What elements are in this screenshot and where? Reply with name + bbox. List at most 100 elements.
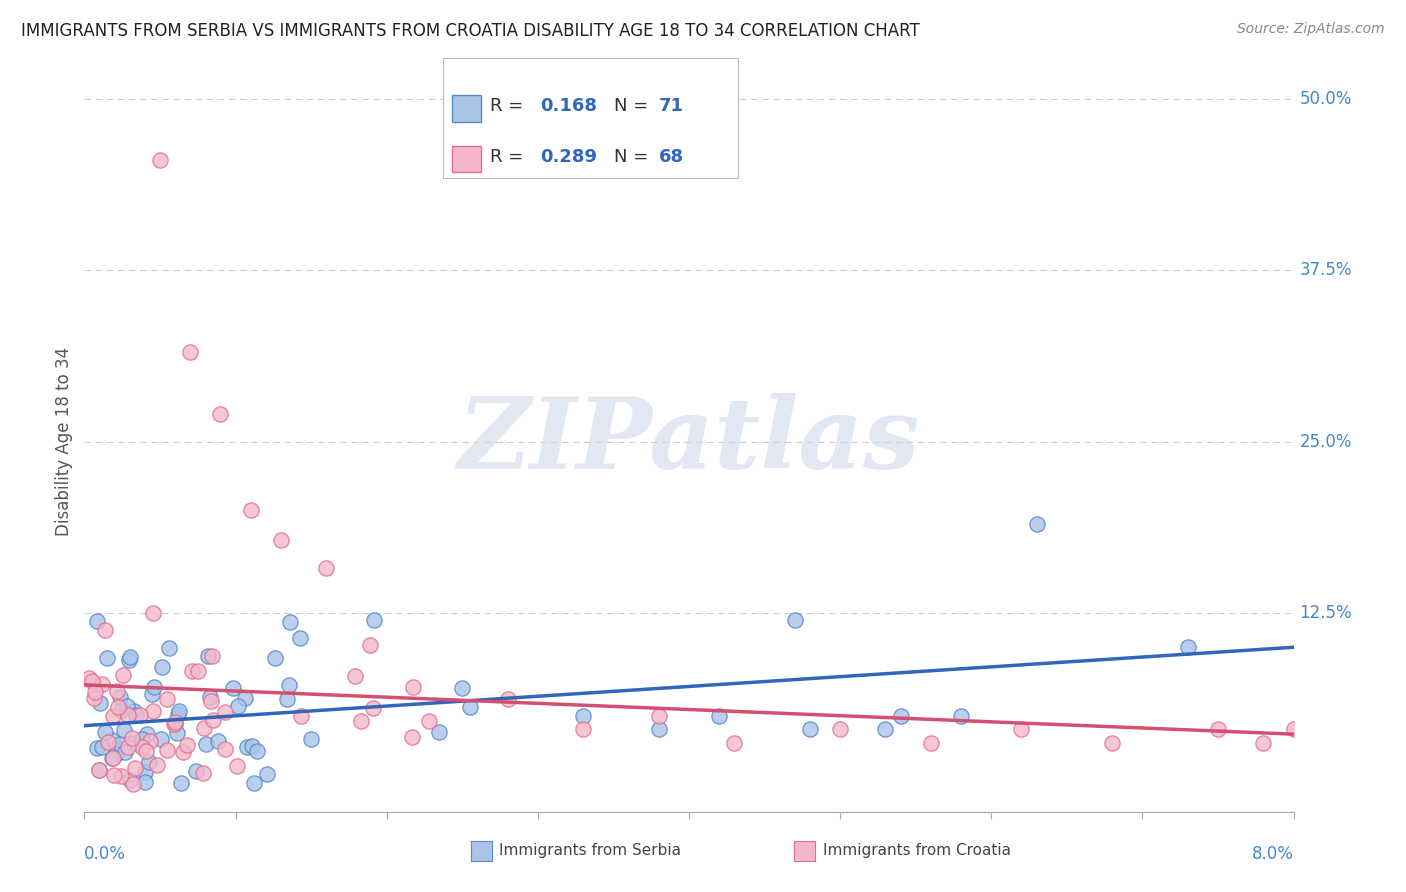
Point	[84, 684, 107, 698]
Point	[91, 739, 114, 754]
Point	[135, 727, 157, 741]
Text: Source: ZipAtlas.com: Source: ZipAtlas.com	[1237, 22, 1385, 37]
Point	[207, 734, 229, 748]
Point	[141, 687, 163, 701]
Point	[240, 739, 263, 753]
Point	[77, 671, 100, 685]
Point	[1282, 723, 1305, 737]
Point	[278, 615, 301, 629]
Point	[270, 533, 292, 548]
Point	[197, 648, 219, 663]
Text: 12.5%: 12.5%	[1299, 604, 1353, 622]
Point	[111, 668, 134, 682]
Text: 50.0%: 50.0%	[1299, 90, 1353, 108]
Point	[201, 713, 224, 727]
Point	[142, 607, 165, 621]
Point	[100, 751, 122, 765]
Point	[181, 664, 204, 678]
Point	[209, 407, 232, 421]
Point	[146, 758, 169, 772]
Point	[86, 740, 108, 755]
Point	[176, 738, 198, 752]
Point	[648, 723, 671, 737]
Point	[131, 731, 153, 746]
Point	[83, 690, 105, 705]
Text: 0.289: 0.289	[540, 148, 598, 166]
Text: 0.0%: 0.0%	[84, 845, 127, 863]
Point	[134, 775, 156, 789]
Point	[890, 708, 912, 723]
Point	[94, 725, 117, 739]
Point	[112, 723, 135, 737]
Point	[950, 708, 973, 723]
Point	[343, 669, 366, 683]
Point	[236, 740, 259, 755]
Point	[117, 739, 139, 754]
Point	[103, 767, 125, 781]
Point	[198, 690, 221, 704]
Point	[363, 613, 385, 627]
Point	[418, 714, 440, 729]
Point	[105, 747, 128, 761]
Point	[129, 708, 152, 723]
Y-axis label: Disability Age 18 to 34: Disability Age 18 to 34	[55, 347, 73, 536]
Point	[138, 755, 160, 769]
Point	[200, 648, 222, 663]
Point	[96, 650, 118, 665]
Point	[121, 731, 143, 745]
Point	[150, 731, 173, 746]
Point	[277, 678, 299, 692]
Point	[107, 699, 129, 714]
Point	[167, 704, 190, 718]
Point	[709, 708, 731, 723]
Point	[167, 706, 190, 721]
Point	[402, 680, 425, 694]
Point	[163, 717, 186, 731]
Point	[150, 660, 173, 674]
Point	[299, 732, 322, 747]
Bar	[451, 146, 481, 172]
Point	[226, 698, 249, 713]
Point	[172, 746, 194, 760]
Point	[830, 723, 852, 737]
Text: ZIPatlas: ZIPatlas	[458, 393, 920, 490]
Point	[427, 724, 450, 739]
Point	[103, 709, 125, 723]
Point	[648, 708, 671, 723]
Point	[200, 694, 222, 708]
Point	[89, 696, 111, 710]
Point	[401, 731, 423, 745]
Point	[572, 723, 595, 737]
Point	[90, 677, 112, 691]
Point	[105, 683, 128, 698]
Point	[184, 764, 207, 778]
Point	[315, 560, 337, 574]
Point	[783, 613, 806, 627]
Point	[124, 761, 146, 775]
Point	[214, 705, 236, 719]
Point	[89, 763, 111, 777]
Text: 37.5%: 37.5%	[1299, 261, 1353, 279]
Point	[239, 503, 262, 517]
Text: 68: 68	[658, 148, 683, 166]
Point	[122, 705, 145, 719]
Point	[118, 653, 141, 667]
Point	[80, 673, 103, 688]
Text: 25.0%: 25.0%	[1299, 433, 1353, 450]
Point	[87, 763, 110, 777]
Point	[246, 744, 269, 758]
Point	[110, 768, 132, 782]
Point	[159, 640, 181, 655]
Point	[108, 690, 131, 705]
Point	[163, 715, 186, 730]
Point	[1253, 736, 1275, 750]
Point	[226, 759, 249, 773]
Point	[115, 699, 138, 714]
Point	[100, 732, 122, 747]
Point	[93, 624, 115, 638]
Point	[256, 766, 278, 780]
Bar	[451, 95, 481, 122]
Point	[191, 766, 214, 780]
Point	[156, 692, 179, 706]
Point	[361, 700, 384, 714]
